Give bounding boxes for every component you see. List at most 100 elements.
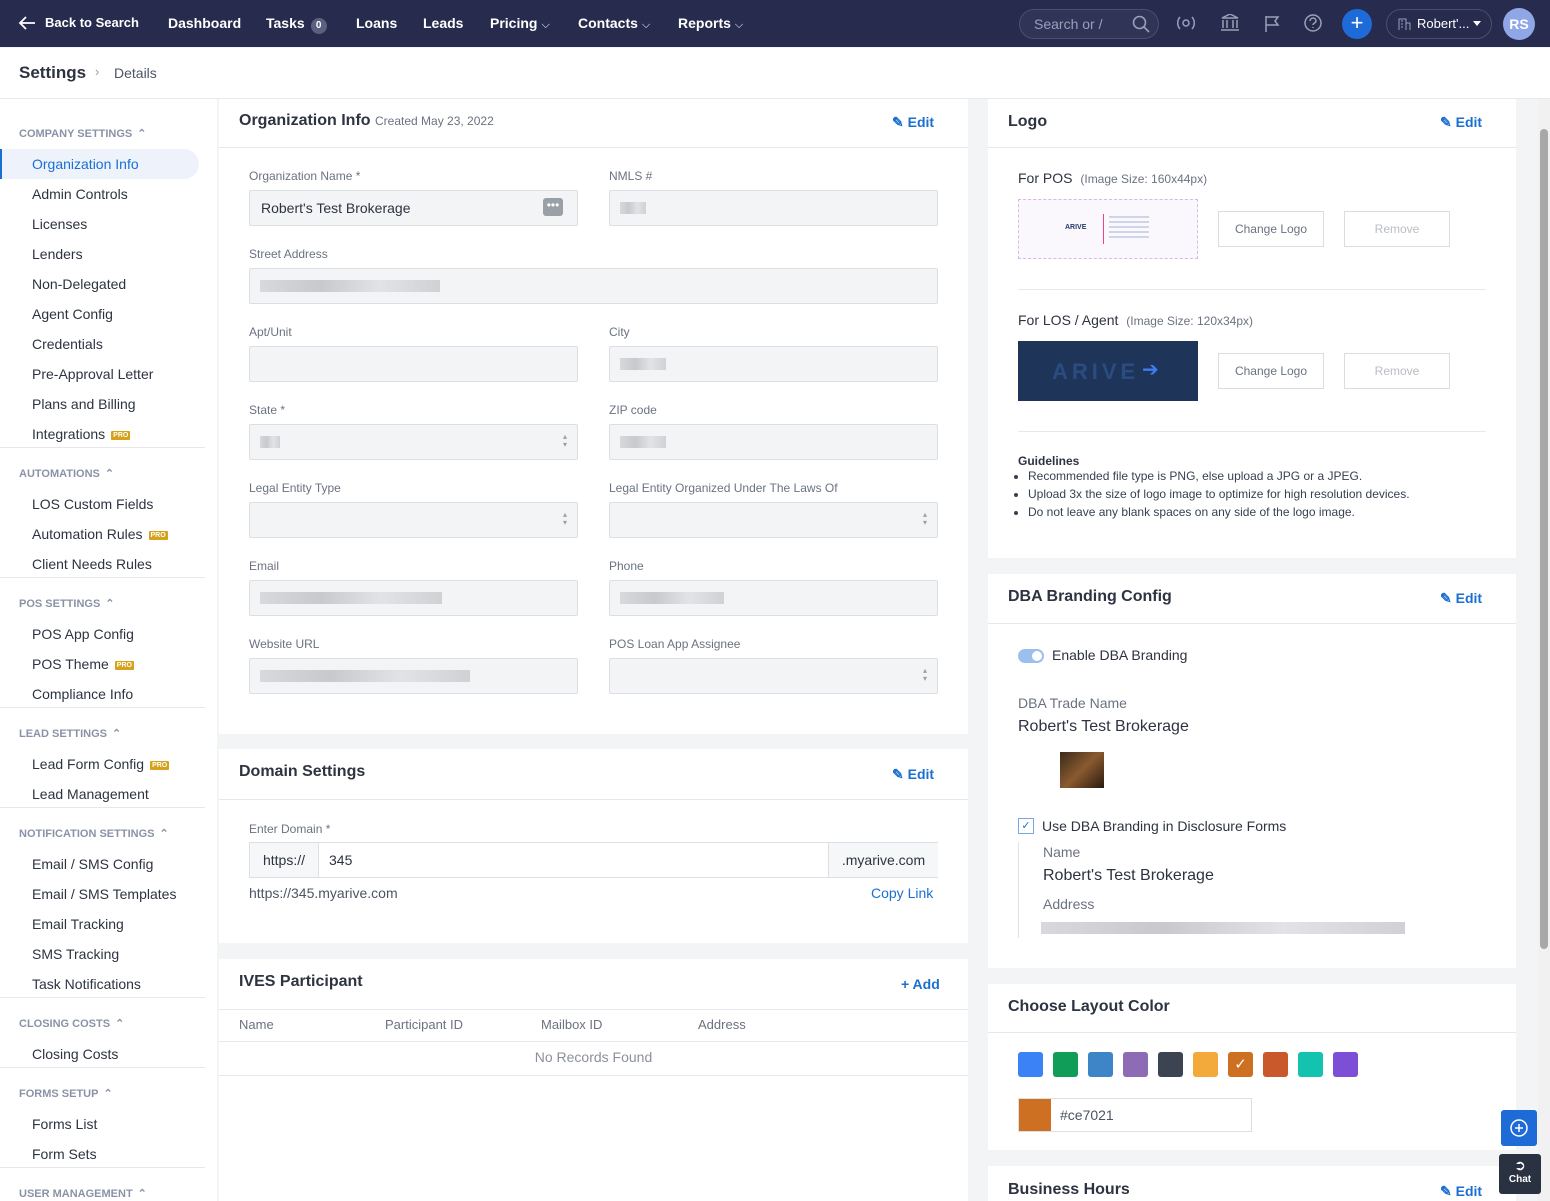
change-logo-button[interactable]: Change Logo (1218, 211, 1324, 247)
sidebar-item[interactable]: Email / SMS Templates (32, 886, 176, 902)
field-input[interactable] (609, 424, 938, 460)
nav-item[interactable]: Tasks 0 (266, 15, 327, 34)
section-title[interactable]: FORMS SETUP ⌃ (19, 1088, 113, 1100)
avatar[interactable]: RS (1503, 8, 1535, 40)
hex-input[interactable]: #ce7021 (1018, 1098, 1252, 1132)
sidebar-item[interactable]: Non-Delegated (32, 276, 126, 292)
help-button[interactable] (1501, 1110, 1537, 1146)
field-input[interactable] (609, 346, 938, 382)
sidebar-item[interactable]: Lead Form Config PRO (32, 756, 170, 772)
sidebar-item[interactable]: Client Needs Rules (32, 556, 152, 572)
section-title[interactable]: COMPANY SETTINGS ⌃ (19, 128, 147, 140)
color-swatch[interactable] (1088, 1052, 1113, 1077)
sidebar-item[interactable]: Email Tracking (32, 916, 124, 932)
color-swatch[interactable] (1263, 1052, 1288, 1077)
field-input[interactable] (249, 580, 578, 616)
sidebar-item[interactable]: POS Theme PRO (32, 656, 134, 672)
field-input[interactable]: ▴ ▾ (249, 424, 578, 460)
sidebar-item[interactable]: Licenses (32, 216, 87, 232)
back-link[interactable]: Back to Search (45, 15, 139, 30)
add-button[interactable]: + (1342, 9, 1372, 39)
edit-link[interactable]: ✎ Edit (892, 114, 935, 130)
dba-card: DBA Branding Config ✎ Edit Enable DBA Br… (988, 574, 1516, 968)
sidebar-item[interactable]: Integrations PRO (32, 426, 131, 442)
checkbox[interactable]: ✓ (1018, 818, 1034, 834)
field-input[interactable] (609, 580, 938, 616)
color-swatch[interactable] (1158, 1052, 1183, 1077)
edit-link[interactable]: ✎ Edit (1440, 1183, 1483, 1199)
field-input[interactable] (249, 268, 938, 304)
edit-link[interactable]: ✎ Edit (892, 766, 935, 782)
sidebar-item[interactable]: Organization Info (32, 156, 139, 172)
item-label: Admin Controls (32, 186, 128, 202)
color-swatch[interactable] (1298, 1052, 1323, 1077)
field-label: Phone (609, 559, 644, 573)
section-title[interactable]: NOTIFICATION SETTINGS ⌃ (19, 828, 169, 840)
address-label: Address (1043, 896, 1095, 912)
sidebar-item[interactable]: POS App Config (32, 626, 134, 642)
color-swatch[interactable] (1123, 1052, 1148, 1077)
toggle[interactable] (1018, 649, 1044, 663)
edit-link[interactable]: ✎ Edit (1440, 114, 1483, 130)
remove-button[interactable]: Remove (1344, 211, 1450, 247)
collapse-caret: ⌃ (104, 468, 115, 480)
color-swatch[interactable] (1333, 1052, 1358, 1077)
sidebar-item[interactable]: Form Sets (32, 1146, 97, 1162)
sidebar-item[interactable]: Email / SMS Config (32, 856, 153, 872)
color-swatch[interactable]: ✓ (1228, 1052, 1253, 1077)
sidebar-item[interactable]: Credentials (32, 336, 103, 352)
edit-link[interactable]: ✎ Edit (1440, 590, 1483, 606)
sidebar-item[interactable]: Agent Config (32, 306, 113, 322)
nav-item[interactable]: Pricing ⌵ (490, 15, 550, 32)
search-box[interactable]: Search or / (1019, 9, 1159, 39)
nav-item[interactable]: Dashboard (168, 15, 241, 31)
color-swatch[interactable] (1053, 1052, 1078, 1077)
sidebar-item[interactable]: Automation Rules PRO (32, 526, 168, 542)
add-link[interactable]: + Add (901, 976, 940, 992)
section-title[interactable]: POS SETTINGS ⌃ (19, 598, 115, 610)
field-input[interactable] (609, 190, 938, 226)
scrollbar[interactable] (1538, 99, 1550, 1201)
section-title[interactable]: AUTOMATIONS ⌃ (19, 468, 115, 480)
nav-item[interactable]: Contacts ⌵ (578, 15, 650, 32)
field-input[interactable]: ▴ ▾ (249, 502, 578, 538)
nav-item[interactable]: Reports ⌵ (678, 15, 743, 32)
sidebar-item[interactable]: LOS Custom Fields (32, 496, 153, 512)
sidebar-item[interactable]: Plans and Billing (32, 396, 136, 412)
field-input[interactable]: Robert's Test Brokerage ••• (249, 190, 578, 226)
field-input[interactable] (249, 658, 578, 694)
field-input[interactable]: ▴ ▾ (609, 658, 938, 694)
sidebar-item[interactable]: Compliance Info (32, 686, 133, 702)
guideline-item: Upload 3x the size of logo image to opti… (1028, 485, 1410, 503)
nav-icons[interactable] (1176, 14, 1326, 34)
user-menu[interactable]: Robert'... (1386, 9, 1492, 39)
domain-input[interactable]: https:// 345 .myarive.com (249, 842, 938, 878)
sidebar-item[interactable]: SMS Tracking (32, 946, 119, 962)
sidebar-item[interactable]: Lenders (32, 246, 83, 262)
field-input[interactable]: ▴ ▾ (609, 502, 938, 538)
sidebar-item[interactable]: Lead Management (32, 786, 149, 802)
color-swatch[interactable] (1018, 1052, 1043, 1077)
change-logo-button[interactable]: Change Logo (1218, 353, 1324, 389)
sidebar-item[interactable]: Closing Costs (32, 1046, 118, 1062)
nav-item[interactable]: Loans (356, 15, 397, 31)
user-name: Robert'... (1417, 16, 1470, 31)
nav-item[interactable]: Leads (423, 15, 463, 31)
section-title[interactable]: LEAD SETTINGS ⌃ (19, 728, 122, 740)
sidebar-item[interactable]: Forms List (32, 1116, 97, 1132)
breadcrumb-title[interactable]: Settings (19, 63, 87, 82)
color-swatch[interactable] (1193, 1052, 1218, 1077)
guideline-item: Do not leave any blank spaces on any sid… (1028, 503, 1410, 521)
field-input[interactable] (249, 346, 578, 382)
chat-button[interactable]: ➲ Chat (1499, 1154, 1541, 1194)
sidebar-item[interactable]: Admin Controls (32, 186, 128, 202)
section-title[interactable]: USER MANAGEMENT ⌃ (19, 1188, 147, 1200)
item-label: Lead Management (32, 786, 149, 802)
field-label: NMLS # (609, 169, 653, 183)
remove-button[interactable]: Remove (1344, 353, 1450, 389)
section-title[interactable]: CLOSING COSTS ⌃ (19, 1018, 125, 1030)
sidebar-item[interactable]: Pre-Approval Letter (32, 366, 153, 382)
copy-link[interactable]: Copy Link (871, 885, 934, 901)
sidebar-item[interactable]: Task Notifications (32, 976, 141, 992)
logo-brand: ARIVE (1052, 359, 1140, 384)
